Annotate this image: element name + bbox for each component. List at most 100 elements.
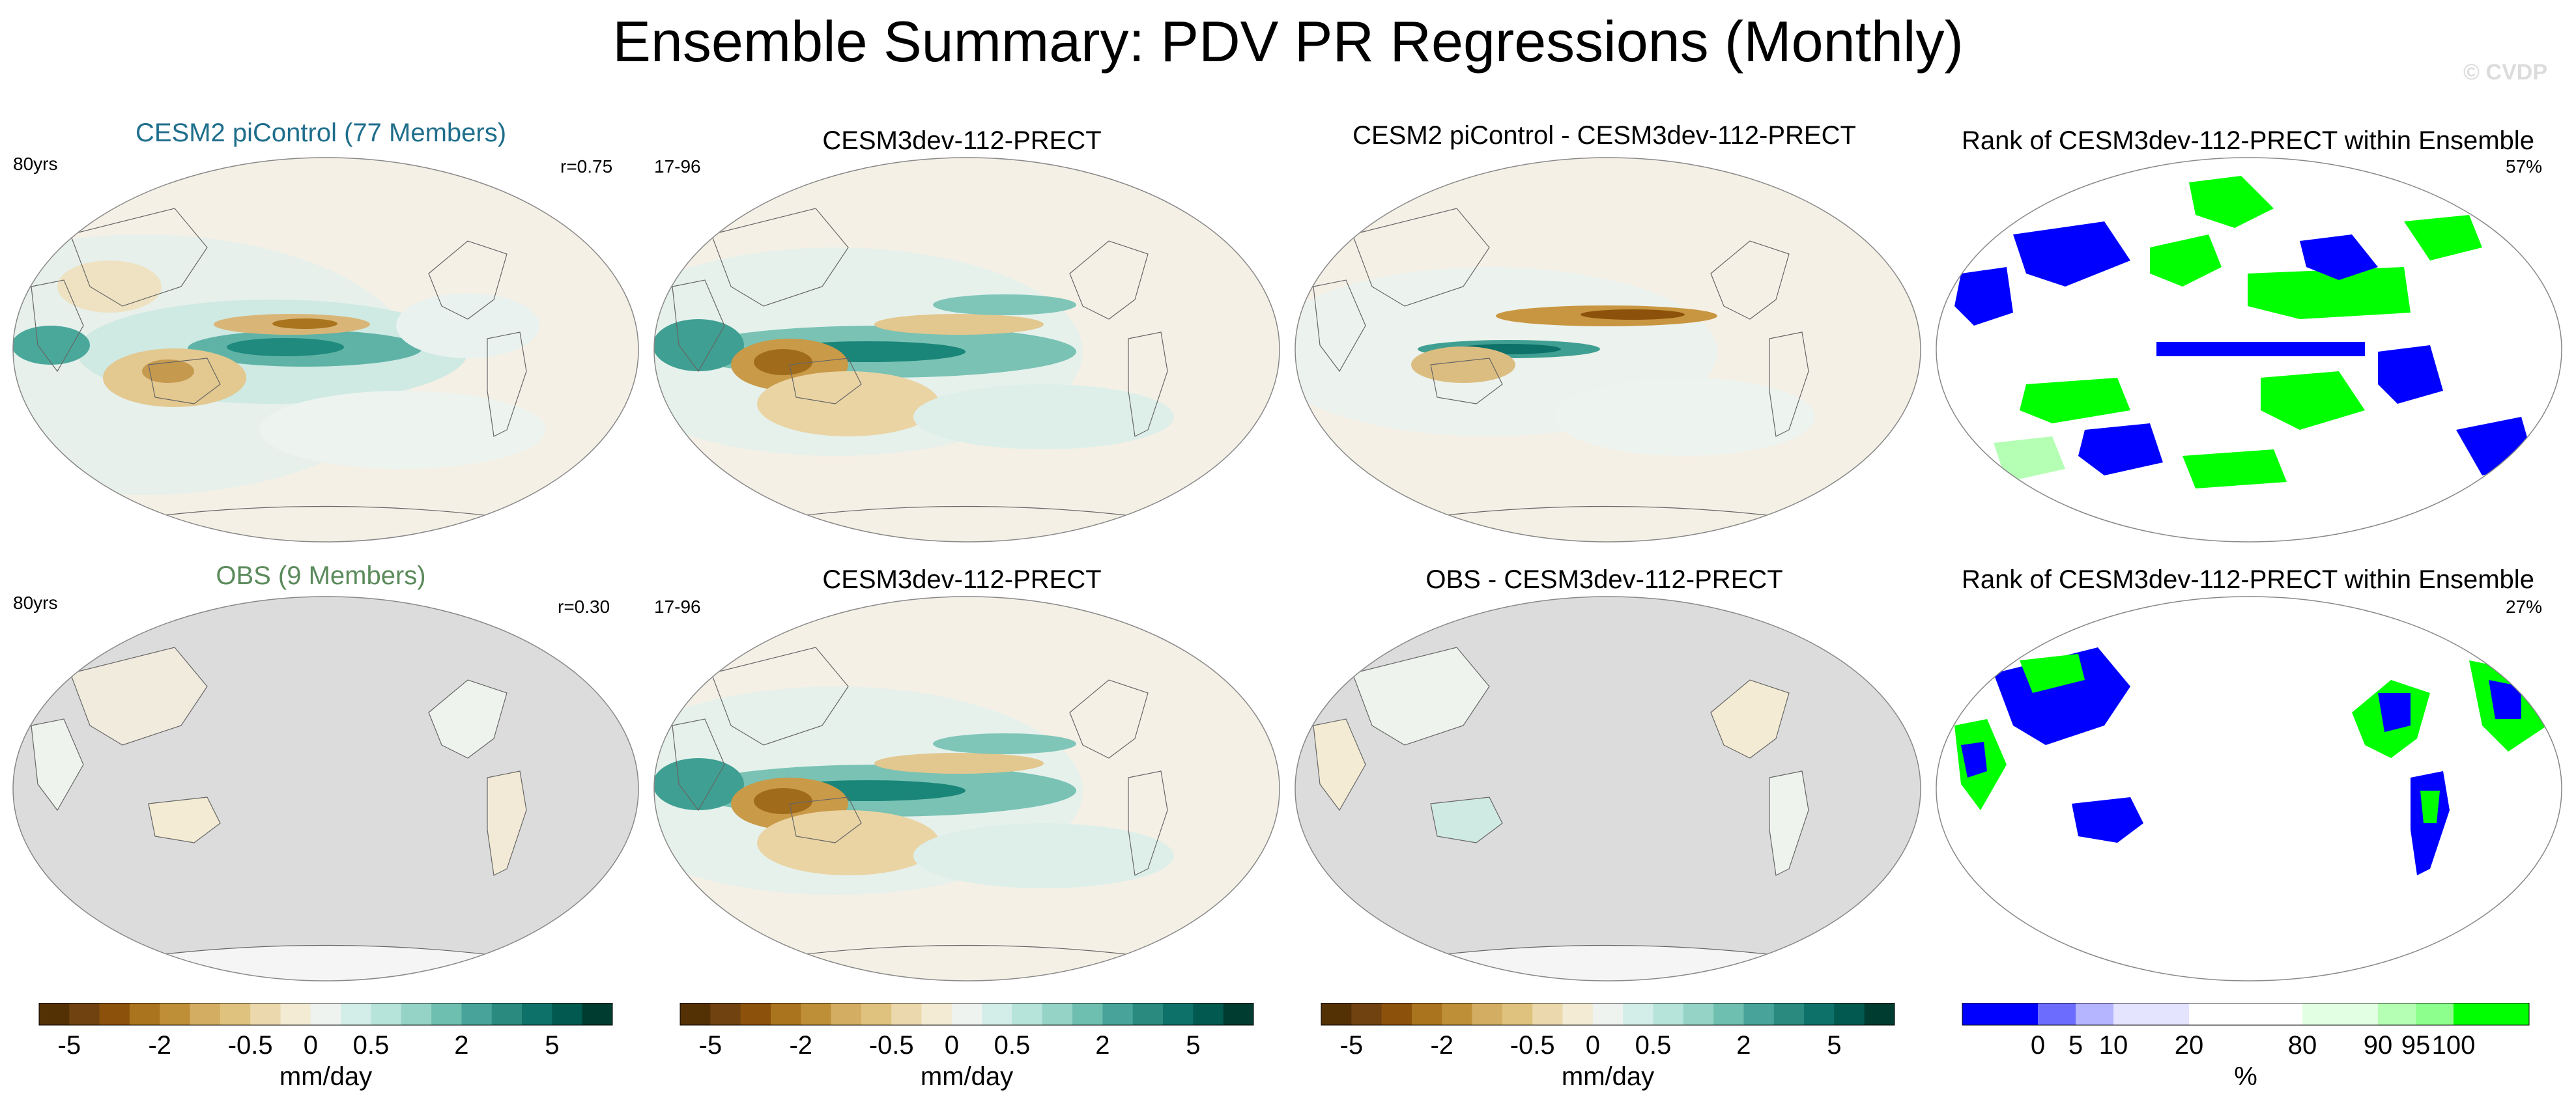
- map-2-coastline: [782, 505, 1149, 518]
- colorbar-tick-label: 10: [2099, 1031, 2128, 1060]
- map-2-coastline: [789, 358, 862, 404]
- map-7-land: [1710, 679, 1790, 759]
- map-4-rank-region: [2404, 215, 2482, 261]
- map-1-coastline: [428, 240, 508, 320]
- colorbar-swatch: [982, 1003, 1012, 1025]
- map-2-anomaly-region: [754, 349, 812, 375]
- map-8-background: [1936, 597, 2562, 981]
- colorbar-swatch: [1223, 1003, 1254, 1025]
- panel-title-7: OBS - CESM3dev-112-PRECT: [1425, 565, 1783, 594]
- colorbar-tick-label: 0.5: [994, 1031, 1031, 1060]
- map-7-land: [1313, 718, 1366, 812]
- map-1-anomaly-region: [57, 261, 162, 313]
- colorbar-tick-label: 0.5: [1635, 1031, 1672, 1060]
- map-8-rank-region: [1961, 742, 1987, 778]
- map-4-rank-region: [2156, 342, 2365, 356]
- map-5-land: [428, 679, 508, 759]
- map-3-anomaly-region: [1411, 346, 1515, 383]
- colorbar-swatch: [129, 1003, 160, 1025]
- colorbar-swatch: [831, 1003, 862, 1025]
- map-2-anomaly-region: [874, 314, 1044, 335]
- colorbar-swatch: [1502, 1003, 1533, 1025]
- colorbar-swatch: [552, 1003, 583, 1025]
- map-1-anomaly-region: [13, 326, 90, 365]
- colorbar-tick-label: 0: [304, 1031, 318, 1060]
- map-3-anomaly-region: [1554, 378, 1815, 456]
- colorbar-tick-label: 2: [454, 1031, 468, 1060]
- panel-title-2: CESM3dev-112-PRECT: [822, 126, 1102, 155]
- colorbar-swatch: [801, 1003, 832, 1025]
- colorbar-swatch: [1102, 1003, 1134, 1025]
- map-2-anomaly-region: [933, 294, 1076, 315]
- colorbar-swatch: [69, 1003, 100, 1025]
- map-panel-7: [1295, 596, 1921, 981]
- panel-title-8: Rank of CESM3dev-112-PRECT within Ensemb…: [1962, 565, 2534, 594]
- panel-2-left-label: 17-96: [654, 156, 701, 176]
- colorbar-swatch: [710, 1003, 741, 1025]
- map-1-coastline: [31, 279, 84, 373]
- map-4-rank-region: [2378, 345, 2443, 404]
- map-8-rank-region: [2489, 680, 2521, 719]
- map-panel-2: [653, 157, 1280, 543]
- map-2-coastline: [711, 208, 849, 307]
- colorbar-swatch: [951, 1003, 982, 1025]
- page-title: Ensemble Summary: PDV PR Regressions (Mo…: [612, 9, 1964, 74]
- colorbar-swatch: [1773, 1003, 1805, 1025]
- colorbar-swatch: [1562, 1003, 1594, 1025]
- colorbar-swatch: [1804, 1003, 1835, 1025]
- map-6-coastline: [782, 944, 1149, 957]
- colorbar-swatch: [2454, 1003, 2530, 1025]
- colorbar-swatch: [921, 1003, 952, 1025]
- map-2-coastline: [1069, 240, 1149, 320]
- colorbar-tick-label: 2: [1736, 1031, 1751, 1060]
- colorbar-swatch: [1321, 1003, 1352, 1025]
- colorbar-swatch: [770, 1003, 801, 1025]
- colorbar-swatch: [2302, 1003, 2379, 1025]
- map-3-coastline: [1769, 332, 1809, 437]
- map-panel-3: [1295, 157, 1921, 543]
- map-6-coastline: [711, 647, 849, 746]
- map-8-rank-region: [2072, 797, 2143, 843]
- map-panel-8: [1936, 596, 2562, 981]
- map-3-coastline: [1430, 358, 1503, 404]
- panel-1-left-label: 80yrs: [13, 154, 58, 174]
- rank-colorbar: 0 5 10 20 80 90 95 100%: [1962, 1003, 2530, 1091]
- colorbar-tick-label: 5: [545, 1031, 559, 1060]
- colorbar-swatch: [401, 1003, 432, 1025]
- colorbar-swatch: [1532, 1003, 1564, 1025]
- map-6-anomaly-region: [757, 810, 939, 875]
- map-1-coastline: [70, 208, 208, 307]
- colorbar-tick-label: 5: [1186, 1031, 1200, 1060]
- map-5-ocean-missing: [13, 597, 638, 981]
- colorbar-tick-label: 95: [2401, 1031, 2431, 1060]
- map-4-rank-region: [2013, 221, 2130, 287]
- colorbar-swatch: [1072, 1003, 1103, 1025]
- colorbar-tick-label: -5: [699, 1031, 723, 1060]
- colorbar-swatch: [1713, 1003, 1744, 1025]
- colorbar-swatch: [1132, 1003, 1164, 1025]
- map-1-coastline: [487, 332, 527, 437]
- colorbar-swatch: [1592, 1003, 1624, 1025]
- colorbar-tick-label: 100: [2432, 1031, 2476, 1060]
- colorbar-swatch: [1012, 1003, 1043, 1025]
- colorbar-tick-label: 20: [2175, 1031, 2204, 1060]
- map-4-rank-region: [1954, 267, 2013, 326]
- colorbar-swatch: [2189, 1003, 2303, 1025]
- colorbar-swatch: [522, 1003, 552, 1025]
- colorbar-swatch: [39, 1003, 70, 1025]
- colorbar-swatch: [190, 1003, 221, 1025]
- colorbar-swatch: [1864, 1003, 1895, 1025]
- colorbar-tick-label: 80: [2288, 1031, 2317, 1060]
- colorbar-swatch: [160, 1003, 191, 1025]
- map-4-rank-region: [2248, 267, 2411, 319]
- panel-5-right-label: r=0.30: [558, 597, 610, 617]
- map-5-land: [70, 647, 208, 746]
- precip-colorbar-2: -5 -2 -0.5 0 0.5 2 5 mm/day: [680, 1003, 1254, 1091]
- map-1-anomaly-region: [396, 293, 539, 358]
- map-4-rank-region: [2078, 423, 2163, 475]
- map-5-land: [148, 797, 221, 843]
- colorbar-tick-label: 0: [2031, 1031, 2045, 1060]
- panel-8-right-label: 27%: [2506, 597, 2543, 617]
- colorbar-swatch: [431, 1003, 462, 1025]
- map-6-anomaly-region: [654, 758, 744, 810]
